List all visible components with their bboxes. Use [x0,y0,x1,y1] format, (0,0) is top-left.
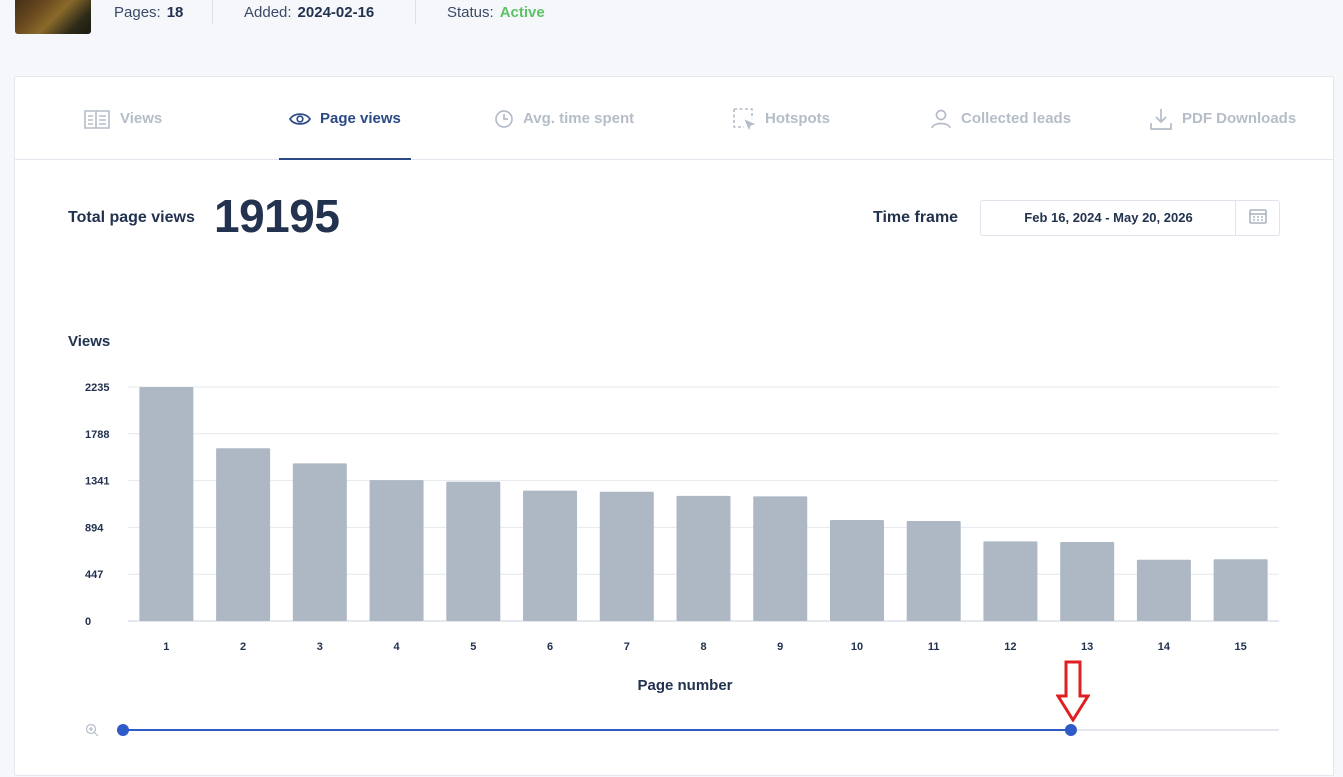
status-label: Status: [447,4,494,21]
tab-label: Collected leads [961,110,1072,127]
bar-page-8 [676,495,731,621]
bar-page-7 [599,491,654,621]
x-tick-label: 6 [547,641,553,653]
hotspot-cursor-icon [732,107,756,131]
user-icon [930,108,952,130]
document-thumbnail[interactable] [15,0,91,34]
y-tick-label: 894 [85,522,104,534]
bar-page-11 [906,521,961,621]
pages-value: 18 [166,4,184,21]
tab-views[interactable]: Views [83,77,162,160]
y-tick-label: 1341 [85,476,109,488]
y-axis-title: Views [68,333,111,350]
x-tick-label: 12 [1004,641,1016,653]
analytics-tabs: Views Page views Avg. time spent [15,77,1333,160]
tab-label: Hotspots [765,110,830,127]
calendar-button[interactable] [1235,201,1279,235]
bar-page-5 [446,481,501,621]
added-value: 2024-02-16 [297,4,375,21]
red-down-arrow-annotation [1055,660,1091,727]
clock-icon [494,109,514,129]
tab-avg-time-spent[interactable]: Avg. time spent [494,77,634,160]
added-label: Added: [244,4,292,21]
bar-page-3 [292,463,347,621]
slider-end-handle[interactable] [1064,724,1077,736]
y-tick-label: 447 [85,569,103,581]
bar-page-6 [523,490,578,621]
pages-label: Pages: [114,4,161,21]
bar-page-1 [139,387,194,621]
x-tick-label: 14 [1158,641,1171,653]
meta-divider [212,0,213,24]
tab-label: Avg. time spent [523,110,635,127]
bar-page-13 [1060,541,1115,621]
y-tick-label: 2235 [85,382,109,394]
tab-hotspots[interactable]: Hotspots [732,77,830,160]
status-meta: Status: Active [447,4,545,21]
x-tick-label: 5 [470,641,476,653]
x-tick-label: 10 [851,641,863,653]
active-tab-indicator [279,158,411,160]
tab-label: Page views [320,110,401,127]
y-tick-label: 1788 [85,429,109,441]
bar-page-14 [1136,559,1191,621]
x-tick-label: 13 [1081,641,1093,653]
tab-collected-leads[interactable]: Collected leads [930,77,1071,160]
meta-divider [415,0,416,24]
total-page-views-label: Total page views [68,209,195,226]
tab-page-views[interactable]: Page views [289,77,401,160]
bar-page-9 [753,496,808,621]
status-value: Active [499,4,545,21]
x-tick-label: 7 [624,641,630,653]
views-book-icon [83,108,111,130]
bar-page-4 [369,480,424,621]
bar-page-12 [983,541,1038,621]
bar-page-2 [216,448,271,621]
time-frame-label: Time frame [873,209,959,226]
x-tick-label: 11 [928,641,940,653]
y-tick-label: 0 [85,616,91,628]
analytics-panel: Views Page views Avg. time spent [14,76,1334,776]
x-tick-label: 2 [240,641,246,653]
x-tick-label: 3 [317,641,323,653]
x-tick-label: 1 [163,641,169,653]
pages-meta: Pages: 18 [114,4,183,21]
zoom-in-icon[interactable] [85,723,99,742]
tab-pdf-downloads[interactable]: PDF Downloads [1149,77,1296,160]
eye-icon [289,111,311,127]
calendar-icon [1248,208,1267,229]
total-page-views-value: 19195 [214,190,340,242]
download-icon [1149,107,1173,131]
slider-start-handle[interactable] [117,724,129,736]
tab-label: Views [120,110,163,127]
x-tick-label: 4 [394,641,401,653]
x-tick-label: 15 [1235,641,1247,653]
time-frame-picker[interactable]: Feb 16, 2024 - May 20, 2026 [980,200,1280,236]
x-tick-label: 9 [777,641,783,653]
x-axis-title: Page number [637,677,733,694]
tab-label: PDF Downloads [1182,110,1297,127]
added-meta: Added: 2024-02-16 [244,4,374,21]
document-meta-bar: Pages: 18 Added: 2024-02-16 Status: Active [0,0,1343,40]
time-frame-value[interactable]: Feb 16, 2024 - May 20, 2026 [1024,210,1193,225]
x-tick-label: 8 [700,641,706,653]
bar-page-15 [1213,559,1268,621]
bar-page-10 [829,519,884,621]
